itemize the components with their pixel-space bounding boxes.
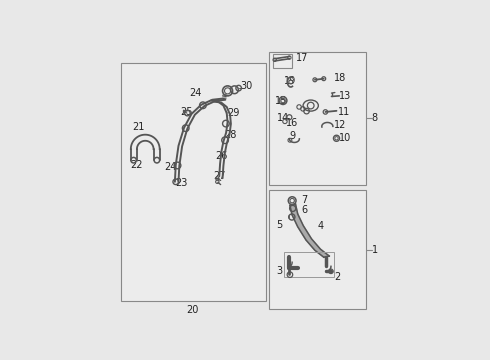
- Text: 21: 21: [132, 122, 145, 132]
- Text: 26: 26: [215, 151, 227, 161]
- Text: 6: 6: [301, 204, 308, 215]
- Text: 29: 29: [227, 108, 240, 118]
- Text: 9: 9: [290, 131, 295, 140]
- Text: 20: 20: [187, 305, 199, 315]
- Bar: [269, 190, 366, 309]
- Polygon shape: [306, 239, 320, 250]
- Text: 28: 28: [224, 130, 236, 140]
- Text: 14: 14: [277, 113, 289, 123]
- Text: 2: 2: [334, 271, 341, 282]
- Text: 15: 15: [275, 96, 287, 105]
- Text: 16: 16: [286, 118, 298, 128]
- Bar: [121, 63, 267, 301]
- Bar: [269, 51, 366, 185]
- Text: 11: 11: [338, 107, 350, 117]
- Text: 17: 17: [295, 53, 308, 63]
- Text: 4: 4: [318, 221, 324, 231]
- Text: 18: 18: [334, 73, 346, 83]
- Text: 1: 1: [372, 245, 378, 255]
- Text: 8: 8: [372, 113, 378, 123]
- Text: 13: 13: [339, 91, 351, 101]
- Text: 23: 23: [175, 178, 187, 188]
- Text: 22: 22: [130, 160, 143, 170]
- Text: 19: 19: [284, 76, 296, 86]
- Text: 3: 3: [277, 266, 283, 276]
- Polygon shape: [315, 249, 329, 257]
- Text: 25: 25: [181, 107, 193, 117]
- Text: 12: 12: [334, 120, 346, 130]
- Polygon shape: [290, 204, 298, 215]
- Text: 7: 7: [301, 195, 308, 205]
- Bar: [284, 252, 334, 276]
- Text: 24: 24: [164, 162, 176, 172]
- Text: 24: 24: [189, 88, 202, 98]
- Bar: [273, 54, 292, 68]
- Text: 10: 10: [339, 133, 351, 143]
- Polygon shape: [298, 226, 312, 240]
- Polygon shape: [292, 214, 303, 227]
- Text: 30: 30: [241, 81, 253, 91]
- Text: 27: 27: [213, 171, 226, 181]
- Text: 5: 5: [277, 220, 283, 230]
